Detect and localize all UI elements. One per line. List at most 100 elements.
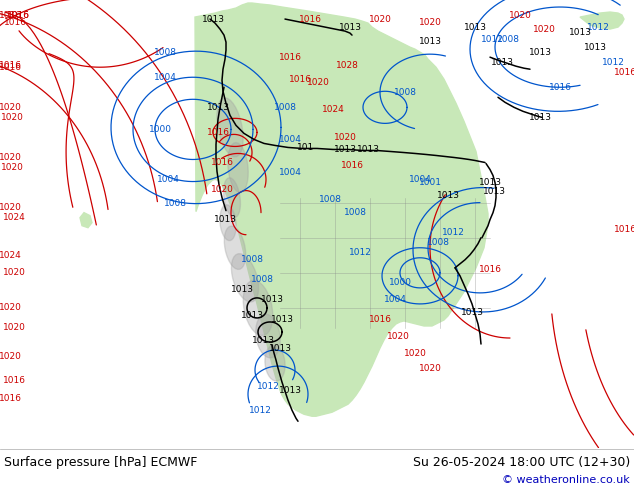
Text: 1012: 1012 bbox=[586, 23, 609, 31]
Text: 1016: 1016 bbox=[4, 18, 27, 26]
Text: 1004: 1004 bbox=[153, 73, 176, 82]
Text: 1020: 1020 bbox=[387, 332, 410, 341]
Text: 1012: 1012 bbox=[441, 228, 465, 237]
Text: 1012: 1012 bbox=[349, 248, 372, 257]
Text: 1020: 1020 bbox=[210, 185, 233, 194]
Polygon shape bbox=[243, 280, 273, 336]
Polygon shape bbox=[228, 143, 249, 193]
Text: 1012: 1012 bbox=[249, 406, 271, 415]
Text: 1004: 1004 bbox=[278, 135, 301, 144]
Text: 1013: 1013 bbox=[271, 316, 294, 324]
Text: 1020: 1020 bbox=[404, 348, 427, 358]
Polygon shape bbox=[217, 98, 243, 157]
Text: 1008: 1008 bbox=[496, 35, 519, 44]
Polygon shape bbox=[224, 226, 246, 270]
Text: Su 26-05-2024 18:00 UTC (12+30): Su 26-05-2024 18:00 UTC (12+30) bbox=[413, 456, 630, 469]
Text: 1013: 1013 bbox=[333, 145, 356, 154]
Text: 1013: 1013 bbox=[356, 145, 380, 154]
Text: 1012: 1012 bbox=[257, 382, 280, 391]
Text: 1013: 1013 bbox=[463, 23, 486, 31]
Text: 1008: 1008 bbox=[240, 255, 264, 264]
Text: 1013: 1013 bbox=[583, 43, 607, 51]
Polygon shape bbox=[195, 3, 488, 416]
Text: 1013: 1013 bbox=[418, 37, 441, 46]
Text: 1020: 1020 bbox=[0, 203, 22, 212]
Text: 1020: 1020 bbox=[533, 24, 555, 34]
Text: 1013: 1013 bbox=[482, 187, 505, 196]
Text: 1016: 1016 bbox=[340, 161, 363, 170]
Text: 1008: 1008 bbox=[394, 88, 417, 97]
Text: 1013: 1013 bbox=[214, 215, 236, 224]
Text: 1013: 1013 bbox=[460, 308, 484, 318]
Text: 1013: 1013 bbox=[479, 178, 501, 187]
Text: 1016: 1016 bbox=[6, 11, 30, 20]
Text: 1016: 1016 bbox=[479, 265, 501, 274]
Text: 1016: 1016 bbox=[0, 61, 22, 70]
Text: 1013: 1013 bbox=[436, 191, 460, 200]
Text: 1008: 1008 bbox=[250, 275, 273, 284]
Text: 1013: 1013 bbox=[207, 103, 230, 112]
Text: 1004: 1004 bbox=[408, 175, 432, 184]
Text: 1013: 1013 bbox=[261, 295, 283, 304]
Text: 1024: 1024 bbox=[3, 213, 25, 222]
Text: 1013: 1013 bbox=[491, 58, 514, 67]
Text: 1020: 1020 bbox=[3, 269, 25, 277]
Text: 1016: 1016 bbox=[614, 68, 634, 77]
Text: 1020: 1020 bbox=[0, 351, 22, 361]
Text: 1000: 1000 bbox=[389, 278, 411, 287]
Text: 1013: 1013 bbox=[240, 312, 264, 320]
Text: 1013: 1013 bbox=[269, 343, 292, 352]
Text: 1001: 1001 bbox=[418, 178, 441, 187]
Text: 1004: 1004 bbox=[384, 295, 406, 304]
Text: 1013: 1013 bbox=[529, 113, 552, 122]
Text: 1016: 1016 bbox=[299, 15, 321, 24]
Text: 1016: 1016 bbox=[368, 316, 392, 324]
Polygon shape bbox=[580, 12, 624, 29]
Text: 1012: 1012 bbox=[481, 35, 503, 44]
Text: 1016: 1016 bbox=[207, 128, 230, 137]
Text: 1020: 1020 bbox=[3, 323, 25, 333]
Text: 1012: 1012 bbox=[602, 58, 624, 67]
Text: 1008: 1008 bbox=[273, 103, 297, 112]
Polygon shape bbox=[220, 205, 236, 241]
Text: 1020: 1020 bbox=[1, 163, 23, 172]
Text: 1013: 1013 bbox=[231, 285, 254, 294]
Polygon shape bbox=[224, 178, 240, 218]
Text: 1016: 1016 bbox=[0, 11, 22, 20]
Text: 1016: 1016 bbox=[6, 11, 30, 20]
Text: 1004: 1004 bbox=[157, 175, 179, 184]
Text: 1016: 1016 bbox=[278, 52, 302, 62]
Text: 1020: 1020 bbox=[307, 78, 330, 87]
Text: 1008: 1008 bbox=[318, 195, 342, 204]
Text: 1008: 1008 bbox=[344, 208, 366, 217]
Text: 1020: 1020 bbox=[333, 133, 356, 142]
Text: 1016: 1016 bbox=[210, 158, 233, 167]
Polygon shape bbox=[80, 213, 92, 228]
Text: 1020: 1020 bbox=[418, 18, 441, 26]
Text: 1013: 1013 bbox=[529, 48, 552, 57]
Text: 1016: 1016 bbox=[0, 63, 22, 72]
Text: 1013: 1013 bbox=[252, 336, 275, 344]
Text: 1024: 1024 bbox=[321, 105, 344, 114]
Text: 1013: 1013 bbox=[569, 27, 592, 37]
Text: 1020: 1020 bbox=[0, 303, 22, 313]
Text: 1013: 1013 bbox=[339, 23, 361, 31]
Text: 1020: 1020 bbox=[418, 364, 441, 372]
Text: 1013: 1013 bbox=[202, 15, 224, 24]
Text: 1013: 1013 bbox=[278, 386, 302, 394]
Text: 1020: 1020 bbox=[368, 15, 391, 24]
Text: 1020: 1020 bbox=[1, 113, 23, 122]
Text: 1016: 1016 bbox=[614, 225, 634, 234]
Text: Surface pressure [hPa] ECMWF: Surface pressure [hPa] ECMWF bbox=[4, 456, 197, 469]
Text: 1004: 1004 bbox=[278, 168, 301, 177]
Text: 1008: 1008 bbox=[427, 238, 450, 247]
Text: 1016: 1016 bbox=[3, 376, 25, 385]
Text: 1000: 1000 bbox=[148, 125, 172, 134]
Text: 1008: 1008 bbox=[153, 48, 176, 57]
Text: © weatheronline.co.uk: © weatheronline.co.uk bbox=[502, 475, 630, 485]
Text: 101: 101 bbox=[297, 143, 314, 152]
Polygon shape bbox=[265, 345, 285, 381]
Text: 1008: 1008 bbox=[164, 199, 186, 208]
Text: 1024: 1024 bbox=[0, 251, 22, 260]
Text: 1020: 1020 bbox=[0, 103, 22, 112]
